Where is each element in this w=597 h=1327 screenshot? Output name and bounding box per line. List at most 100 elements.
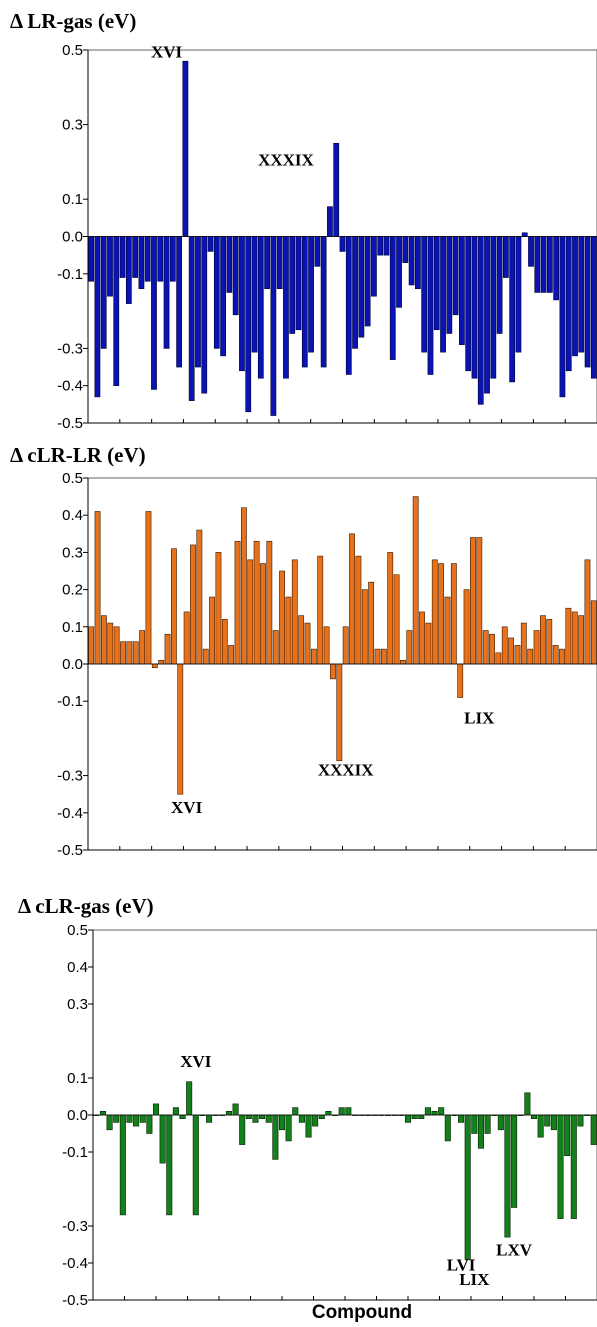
bar: [239, 236, 245, 372]
bar: [240, 507, 247, 665]
bar: [132, 236, 139, 278]
bar: [557, 1114, 564, 1219]
bar: [317, 555, 324, 665]
bar: [383, 236, 390, 256]
bar: [534, 236, 541, 293]
bar: [424, 1107, 431, 1116]
bar: [584, 559, 591, 665]
annotation-label: XXXIX: [258, 151, 314, 170]
bar: [144, 236, 151, 282]
y-tick-label: -0.4: [57, 378, 83, 395]
bar: [527, 648, 534, 665]
bar: [201, 236, 208, 394]
bar: [358, 236, 365, 338]
bar: [496, 236, 503, 334]
bar: [100, 236, 107, 349]
annotation-label: XVI: [151, 42, 183, 61]
bar: [289, 236, 296, 334]
y-tick-label: -0.4: [62, 1255, 88, 1272]
bar: [452, 236, 459, 316]
bar: [152, 1103, 160, 1116]
bar: [504, 1114, 511, 1238]
bar: [228, 645, 235, 665]
panel-clr-gas: Δ cLR-gas (eV) -0.5 -0.4 -0.3 -0.1 0.0 0.1 0.3 0…: [18, 894, 597, 1309]
bar: [126, 641, 133, 665]
bar: [232, 236, 239, 316]
bar: [533, 630, 540, 665]
bar: [260, 563, 266, 665]
panel-title: Δ LR-gas (eV): [10, 9, 136, 33]
bar: [546, 619, 553, 665]
bar: [503, 236, 509, 278]
bar: [183, 611, 190, 665]
bar: [166, 1114, 173, 1216]
bar: [151, 663, 158, 669]
bar: [138, 236, 145, 290]
y-tick-label: -0.3: [57, 340, 83, 357]
bar: [433, 236, 440, 331]
y-tick-label: 0.0: [62, 656, 83, 673]
bar: [380, 648, 387, 665]
bar: [119, 236, 126, 278]
y-tick-label: -0.5: [62, 1292, 88, 1309]
bar: [176, 236, 182, 368]
bar: [291, 559, 298, 665]
bar: [338, 1107, 345, 1116]
annotation-label: XVI: [180, 1052, 212, 1071]
bar: [540, 236, 547, 293]
y-tick-label: 0.3: [62, 544, 83, 561]
bar: [257, 236, 264, 379]
bar: [120, 641, 126, 665]
bar: [333, 142, 340, 237]
bar: [427, 236, 434, 375]
bar: [418, 1114, 425, 1120]
y-tick-label: 0.5: [67, 922, 88, 939]
bar: [559, 648, 565, 665]
bar: [139, 1114, 146, 1123]
panel-lr-gas: Δ LR-gas (eV) -0.5 -0.4 -0.3 -0.1 0.0 0.1 0.3 0.…: [10, 9, 597, 432]
bar: [320, 236, 327, 368]
bar: [421, 236, 428, 353]
bar: [446, 236, 453, 334]
bar: [553, 236, 560, 301]
y-tick-label: -0.5: [57, 842, 83, 859]
bar: [146, 1114, 153, 1134]
bar: [361, 589, 368, 665]
bar: [371, 236, 377, 297]
bar: [509, 236, 516, 383]
bar: [101, 615, 107, 665]
bar: [490, 236, 497, 379]
bar: [339, 236, 346, 252]
bar: [312, 1114, 319, 1127]
bar: [188, 236, 195, 401]
bar: [285, 1114, 292, 1142]
bar: [471, 1114, 478, 1134]
bar: [325, 1111, 332, 1116]
bar: [272, 630, 279, 665]
bar: [389, 236, 396, 360]
y-tick-label: 0.4: [67, 959, 88, 976]
bar: [577, 1114, 584, 1127]
bar: [190, 544, 196, 665]
bar: [278, 1114, 286, 1131]
bar: [476, 537, 483, 665]
bar: [247, 559, 254, 665]
bar: [444, 596, 451, 665]
bar: [192, 1114, 199, 1216]
bar: [295, 236, 302, 331]
bar: [578, 236, 585, 353]
bar: [393, 574, 400, 665]
bar: [511, 1114, 518, 1208]
annotation-label: XXXIX: [318, 761, 374, 780]
y-tick-label: 0.4: [62, 507, 83, 524]
bar: [544, 1114, 551, 1127]
bar: [349, 533, 355, 665]
bar: [196, 529, 203, 665]
bar: [264, 236, 270, 290]
bar: [245, 236, 252, 413]
bar: [528, 236, 534, 267]
bar: [565, 236, 572, 372]
y-tick-label: 0.1: [62, 191, 83, 208]
bar: [520, 622, 527, 665]
